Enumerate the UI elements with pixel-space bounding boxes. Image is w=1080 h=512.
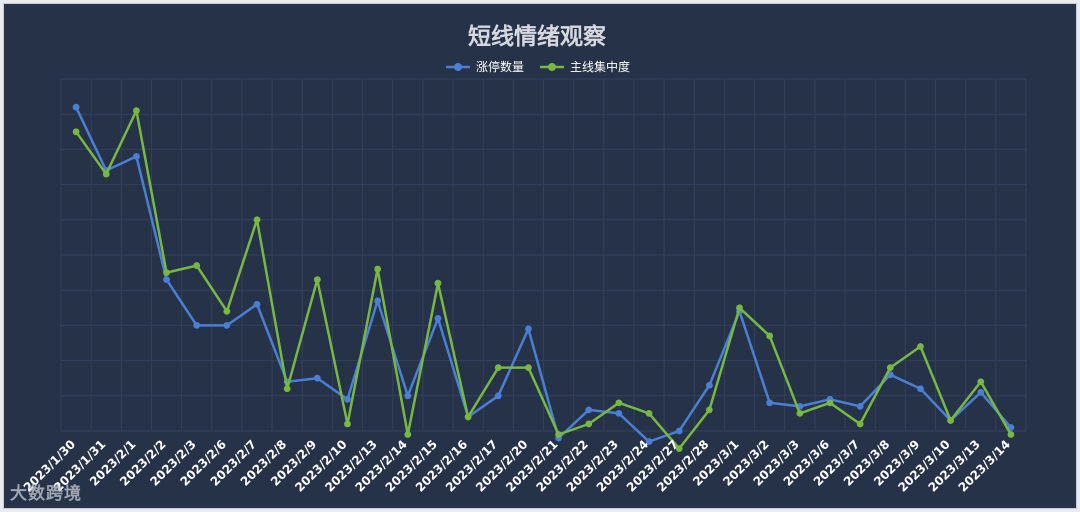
legend-swatch-dot (454, 63, 462, 71)
data-point[interactable] (72, 128, 80, 136)
data-point[interactable] (434, 314, 442, 322)
series-layer (72, 103, 1015, 452)
data-point[interactable] (283, 385, 291, 393)
data-point[interactable] (856, 420, 864, 428)
data-point[interactable] (947, 417, 955, 424)
data-point[interactable] (675, 445, 683, 452)
data-point[interactable] (555, 431, 562, 438)
data-point[interactable] (374, 297, 382, 305)
legend-label: 主线集中度 (570, 59, 630, 74)
data-point[interactable] (977, 378, 985, 386)
data-point[interactable] (705, 406, 713, 414)
data-point[interactable] (705, 381, 713, 389)
data-point[interactable] (886, 364, 894, 372)
data-point[interactable] (404, 431, 412, 438)
grid (60, 78, 1027, 432)
data-point[interactable] (525, 325, 532, 333)
data-point[interactable] (856, 402, 864, 410)
legend-label: 涨停数量 (476, 59, 524, 74)
data-point[interactable] (645, 438, 653, 445)
data-point[interactable] (193, 322, 201, 329)
data-point[interactable] (223, 322, 231, 329)
data-point[interactable] (977, 388, 985, 396)
data-point[interactable] (404, 392, 412, 400)
data-point[interactable] (193, 262, 201, 269)
data-point[interactable] (494, 364, 502, 372)
data-point[interactable] (675, 427, 683, 435)
series-line (74, 106, 1012, 443)
legend-swatch-dot (548, 63, 556, 71)
data-point[interactable] (344, 395, 351, 403)
chart-frame: 短线情绪观察 涨停数量 主线集中度 2023/1/30 2023/1/31 2023/… (3, 3, 1077, 509)
data-point[interactable] (434, 279, 442, 287)
data-point[interactable] (253, 300, 261, 308)
data-point[interactable] (132, 153, 140, 160)
data-point[interactable] (344, 420, 351, 428)
data-point[interactable] (766, 399, 774, 407)
data-point[interactable] (1007, 431, 1015, 438)
data-point[interactable] (615, 399, 623, 407)
data-point[interactable] (796, 410, 804, 417)
line-chart: 短线情绪观察 涨停数量 主线集中度 2023/1/302023/1/312023/… (21, 23, 1027, 495)
legend-item[interactable]: 涨停数量 (446, 59, 524, 74)
watermark: 大数跨境 (10, 484, 82, 504)
data-point[interactable] (585, 406, 593, 414)
legend: 涨停数量 主线集中度 (446, 59, 630, 74)
data-point[interactable] (464, 413, 472, 421)
data-point[interactable] (645, 410, 653, 417)
series-line (75, 109, 1012, 450)
data-point[interactable] (494, 392, 502, 400)
data-point[interactable] (585, 420, 593, 428)
legend-item[interactable]: 主线集中度 (540, 59, 630, 74)
data-point[interactable] (525, 364, 532, 372)
data-point[interactable] (102, 170, 110, 178)
data-point[interactable] (826, 399, 834, 407)
data-point[interactable] (615, 410, 623, 417)
data-point[interactable] (72, 103, 80, 111)
data-point[interactable] (132, 107, 140, 115)
x-axis-labels: 2023/1/302023/1/312023/2/12023/2/22023/2… (21, 437, 1013, 494)
data-point[interactable] (163, 269, 170, 276)
data-point[interactable] (917, 343, 924, 350)
data-point[interactable] (313, 374, 321, 382)
chart-title: 短线情绪观察 (468, 23, 607, 50)
data-point[interactable] (736, 304, 743, 312)
data-point[interactable] (253, 216, 261, 224)
data-point[interactable] (766, 332, 774, 340)
data-point[interactable] (223, 307, 231, 315)
data-point[interactable] (374, 265, 382, 273)
data-point[interactable] (313, 276, 321, 284)
data-point[interactable] (917, 385, 924, 393)
data-point[interactable] (163, 276, 170, 284)
series-2 (72, 107, 1015, 452)
